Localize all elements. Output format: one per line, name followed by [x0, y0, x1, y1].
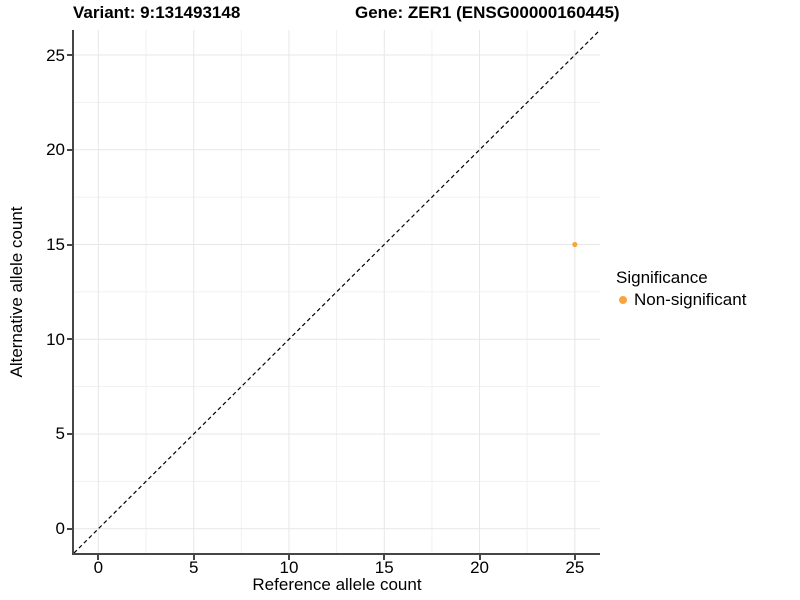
x-tick-label: 10	[279, 558, 299, 577]
plot-panel	[73, 29, 601, 554]
y-tick-label: 25	[46, 45, 65, 65]
y-tick-mark	[67, 527, 72, 530]
legend-title: Significance	[616, 268, 708, 287]
y-tick-mark	[67, 54, 72, 56]
y-tick-label: 15	[46, 235, 65, 254]
legend-point-icon	[619, 296, 627, 304]
y-tick-mark	[67, 243, 72, 246]
identity-dashed-line	[73, 29, 601, 554]
y-tick-mark	[67, 148, 72, 151]
x-tick-mark	[97, 555, 100, 560]
y-tick-label: 10	[46, 329, 65, 349]
y-tick-label: 5	[55, 424, 65, 444]
x-tick-mark	[383, 555, 386, 560]
x-tick-mark	[192, 555, 195, 560]
x-tick-label: 0	[93, 558, 104, 577]
x-tick-label: 15	[374, 558, 394, 577]
x-tick-mark	[573, 555, 576, 560]
variant-title: Variant: 9:131493148	[73, 3, 241, 22]
gene-title: Gene: ZER1 (ENSG00000160445)	[355, 3, 620, 22]
x-tick-label: 5	[188, 558, 199, 577]
x-tick-label: 20	[470, 558, 489, 577]
y-tick-mark	[67, 432, 72, 435]
legend-item: Non-significant	[616, 290, 746, 310]
y-tick-label: 0	[55, 519, 65, 539]
x-tick-mark	[478, 555, 481, 560]
x-axis-line	[72, 553, 600, 555]
legend-item-label: Non-significant	[634, 290, 747, 309]
x-tick-label: 25	[565, 558, 585, 577]
scatter-plot-canvas	[73, 29, 601, 554]
y-tick-mark	[67, 338, 72, 341]
y-axis-title: Alternative allele count	[7, 206, 26, 378]
x-tick-mark	[287, 555, 290, 560]
y-tick-label: 20	[46, 140, 65, 160]
data-point	[572, 241, 578, 248]
legend: Significance Non-significant	[616, 268, 746, 310]
x-axis-title: Reference allele count	[252, 575, 422, 594]
y-axis-line	[72, 30, 74, 555]
